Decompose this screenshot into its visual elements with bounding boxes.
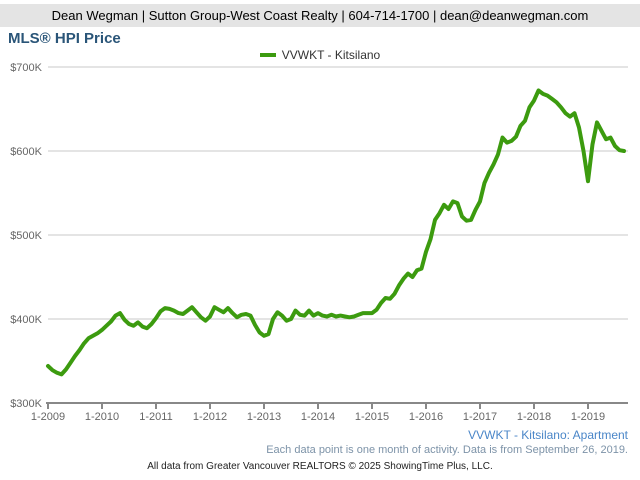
x-tick-label: 1-2012 (193, 411, 227, 423)
x-tick-label: 1-2016 (409, 411, 443, 423)
x-tick-label: 1-2009 (31, 411, 65, 423)
x-tick-label: 1-2017 (463, 411, 497, 423)
y-axis-label: $600K (10, 146, 42, 158)
y-axis-label: $500K (10, 230, 42, 242)
attribution-footer: All data from Greater Vancouver REALTORS… (147, 461, 493, 472)
y-axis-label: $300K (10, 398, 42, 410)
x-tick-label: 1-2013 (247, 411, 281, 423)
series-sublabel: VVWKT - Kitsilano: Apartment (468, 428, 628, 442)
legend-line-swatch (259, 53, 276, 57)
y-axis-label: $400K (10, 314, 42, 326)
x-tick-label: 1-2018 (517, 411, 551, 423)
x-tick-label: 1-2010 (85, 411, 119, 423)
x-tick-label: 1-2014 (301, 411, 335, 423)
legend-label: VVWKT - Kitsilano (281, 48, 381, 62)
page-title: MLS® HPI Price (8, 30, 121, 47)
contact-header-text: Dean Wegman | Sutton Group-West Coast Re… (51, 8, 589, 23)
price-line (46, 88, 626, 377)
x-tick-label: 1-2011 (139, 411, 172, 423)
x-tick-label: 1-2019 (571, 411, 605, 423)
contact-header: Dean Wegman | Sutton Group-West Coast Re… (0, 4, 640, 27)
y-axis-label: $700K (10, 62, 42, 74)
x-tick-label: 1-2015 (355, 411, 389, 423)
data-note: Each data point is one month of activity… (266, 444, 628, 456)
legend: VVWKT - Kitsilano (0, 48, 640, 62)
